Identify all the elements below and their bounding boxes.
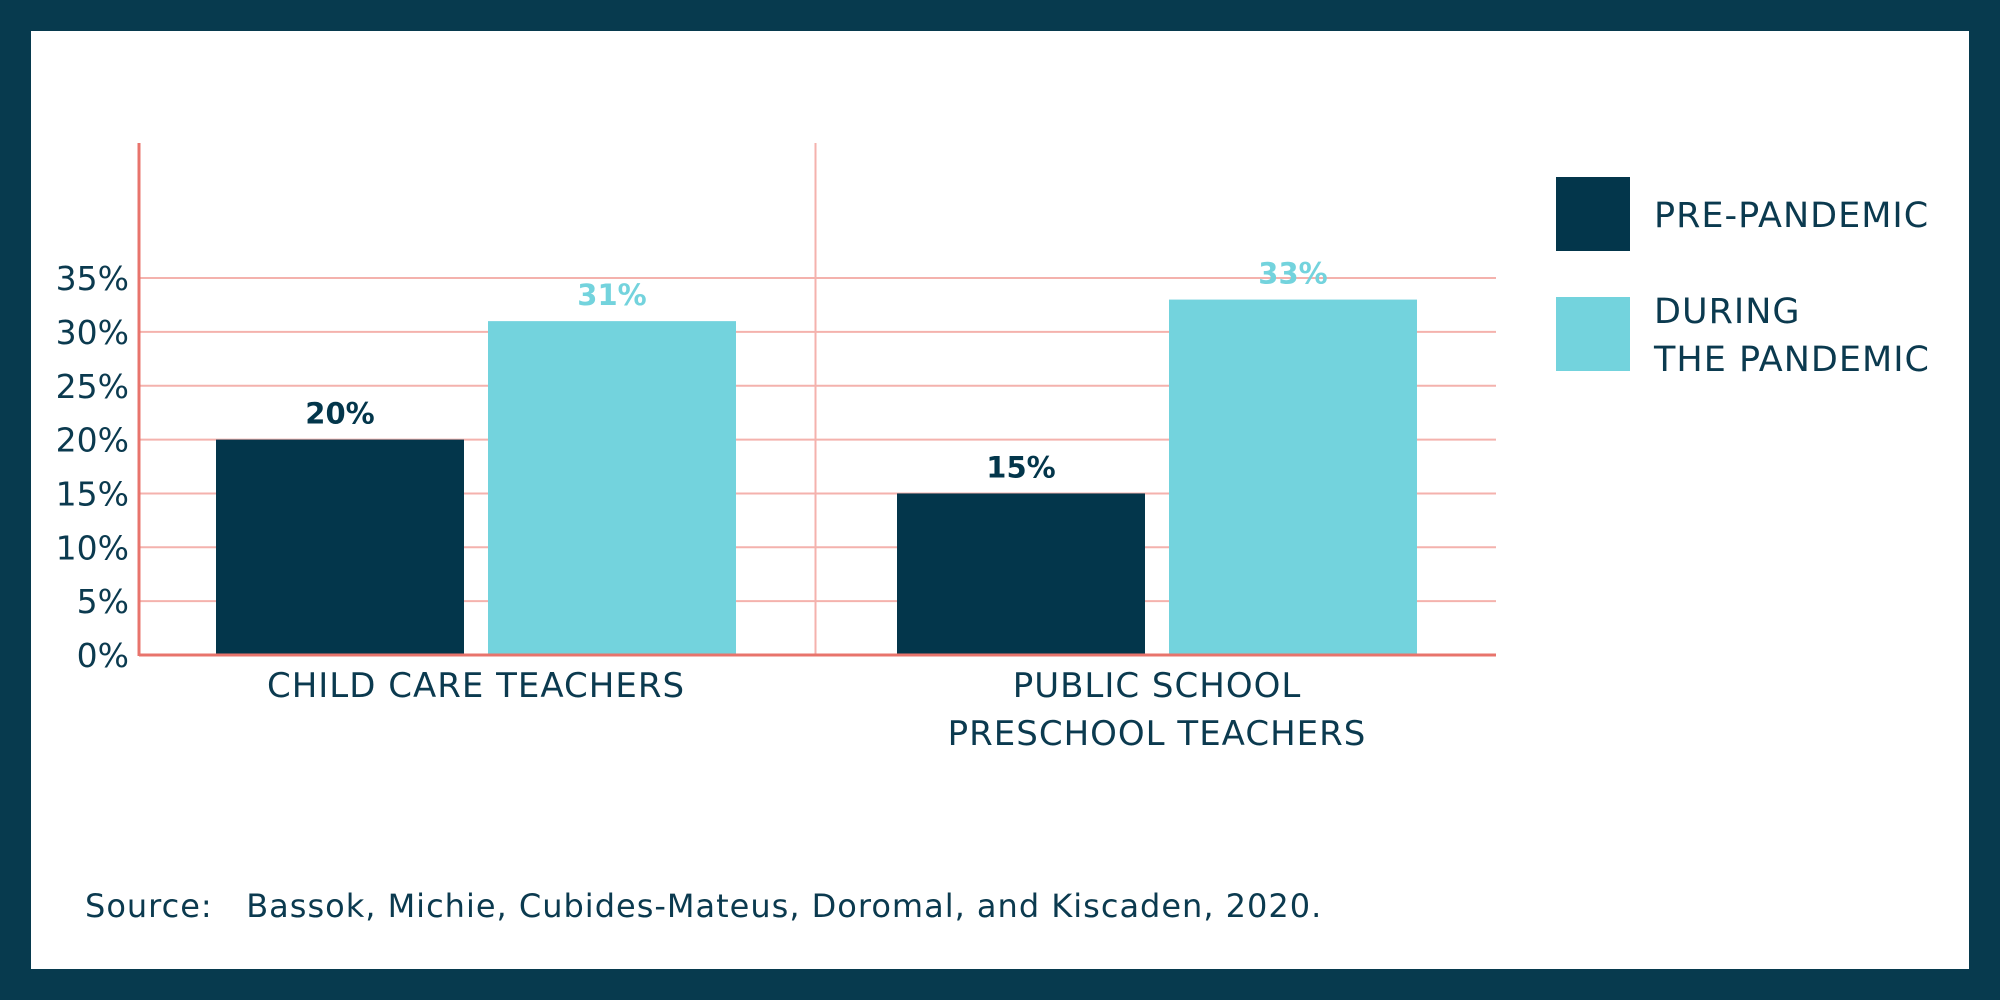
legend-label: DURING — [1654, 292, 1801, 332]
data-label: 20% — [305, 397, 374, 431]
legend-label: PRE-PANDEMIC — [1654, 196, 1929, 236]
y-tick-label: 35% — [56, 259, 129, 298]
y-tick-label: 15% — [56, 474, 129, 513]
legend-swatch — [1556, 297, 1630, 371]
bar — [897, 493, 1145, 655]
y-tick-label: 0% — [77, 636, 129, 675]
category-label: PRESCHOOL TEACHERS — [948, 714, 1367, 754]
bar — [1169, 299, 1417, 655]
category-label: PUBLIC SCHOOL — [1013, 666, 1302, 706]
y-tick-label: 20% — [56, 421, 129, 460]
category-labels: CHILD CARE TEACHERS PUBLIC SCHOOL PRESCHOO… — [267, 666, 1367, 754]
category-label: CHILD CARE TEACHERS — [267, 666, 685, 706]
source-prefix: Source: — [85, 887, 213, 925]
bar — [216, 439, 464, 655]
y-tick-label: 5% — [77, 582, 129, 621]
y-tick-label: 30% — [56, 313, 129, 352]
data-label: 31% — [577, 278, 646, 312]
legend-label: THE PANDEMIC — [1653, 340, 1930, 380]
data-label: 33% — [1258, 257, 1327, 291]
y-tick-label: 25% — [56, 367, 129, 406]
y-tick-labels: 0% 5% 10% 15% 20% 25% 30% 35% — [56, 259, 129, 675]
bars — [216, 299, 1417, 655]
data-labels: 20% 15% 31% 33% — [305, 257, 1327, 485]
y-tick-label: 10% — [56, 528, 129, 567]
source-note: Source: Bassok, Michie, Cubides-Mateus, … — [85, 887, 1322, 925]
bar — [488, 321, 736, 655]
legend: PRE-PANDEMIC DURING THE PANDEMIC — [1556, 177, 1930, 380]
axes — [137, 143, 1496, 657]
bar-chart: 0% 5% 10% 15% 20% 25% 30% 35% 20% 15% 31% 33% CHIL… — [56, 143, 1930, 754]
legend-swatch — [1556, 177, 1630, 251]
data-label: 15% — [986, 450, 1055, 484]
source-text: Bassok, Michie, Cubides-Mateus, Doromal,… — [246, 887, 1323, 925]
chart-card: 0% 5% 10% 15% 20% 25% 30% 35% 20% 15% 31% 33% CHIL… — [31, 31, 1969, 969]
